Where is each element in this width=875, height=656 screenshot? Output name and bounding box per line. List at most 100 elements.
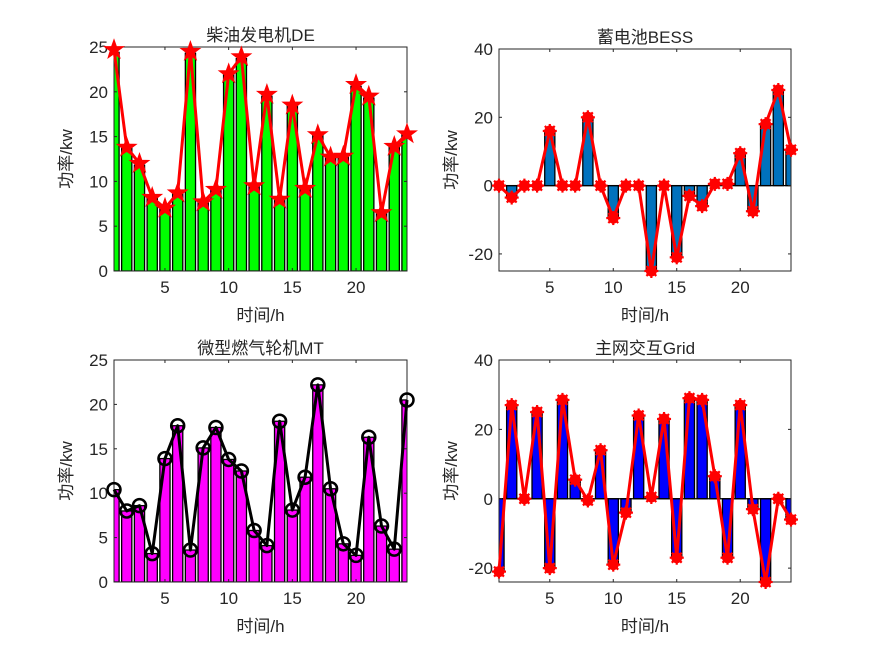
asterisk-marker: [555, 392, 570, 407]
subplot-3: 5 10 15 20 0 5 10 15 20 25 微型燃气轮机MT 时间/h 功率/kw: [57, 339, 415, 636]
asterisk-stroke: [544, 125, 556, 137]
asterisk-marker: [695, 199, 710, 214]
circle-marker: [144, 545, 160, 562]
asterisk-stroke: [493, 179, 505, 192]
asterisk-stroke: [493, 565, 505, 578]
asterisk-stroke: [709, 178, 721, 190]
asterisk-stroke: [582, 494, 594, 507]
asterisk-stroke: [505, 191, 518, 204]
star-marker: [255, 82, 278, 104]
bar: [299, 188, 311, 271]
asterisk-stroke: [556, 394, 569, 406]
asterisk-stroke: [785, 144, 797, 156]
circle-marker: [195, 440, 211, 456]
x-tick-label: 20: [347, 589, 366, 608]
asterisk-marker: [580, 493, 595, 508]
bars: [114, 51, 407, 271]
asterisk-marker: [745, 502, 760, 517]
bar: [645, 184, 658, 271]
y-axis-label: 功率/kw: [57, 441, 76, 501]
x-tick-label: 20: [731, 589, 750, 608]
asterisk-marker: [631, 178, 646, 193]
star-marker: [230, 45, 253, 67]
y-tick-label: 25: [89, 351, 108, 370]
asterisk-marker: [530, 178, 545, 193]
bars: [114, 384, 407, 582]
asterisk-marker: [492, 178, 506, 193]
asterisk-marker: [517, 178, 532, 193]
circle-marker: [361, 429, 377, 446]
asterisk-marker: [758, 575, 773, 589]
asterisk-marker: [644, 490, 659, 505]
asterisk-marker: [682, 188, 697, 203]
bar: [401, 134, 407, 271]
bar: [159, 208, 171, 271]
circle-marker: [157, 450, 173, 467]
bar: [197, 202, 209, 271]
y-tick-label: 10: [89, 484, 108, 503]
asterisk-stroke: [747, 503, 759, 515]
asterisk-marker: [568, 472, 583, 487]
asterisk-stroke: [594, 179, 607, 192]
asterisk-stroke: [683, 190, 696, 202]
x-tick-label: 5: [545, 278, 554, 297]
asterisk-stroke: [759, 576, 772, 588]
star-marker: [115, 135, 138, 157]
asterisk-stroke: [671, 251, 683, 264]
asterisk-stroke: [569, 473, 581, 486]
asterisk-stroke: [658, 179, 670, 192]
asterisk-marker: [631, 408, 646, 423]
star-marker: [103, 38, 125, 60]
asterisk-marker: [669, 550, 684, 565]
asterisk-stroke: [696, 200, 708, 212]
x-tick-label: 5: [160, 278, 169, 297]
bar: [299, 476, 311, 582]
x-tick-label: 20: [731, 278, 750, 297]
y-tick-label: 5: [99, 529, 108, 548]
x-tick-label: 5: [545, 589, 554, 608]
x-tick-label: 15: [283, 589, 302, 608]
asterisk-marker: [657, 411, 672, 426]
y-tick-label: 0: [99, 573, 108, 592]
circle-marker: [373, 518, 390, 534]
x-axis-label: 时间/h: [236, 617, 284, 636]
star-marker: [345, 73, 368, 94]
y-tick-label: 40: [474, 40, 493, 59]
bar: [632, 414, 645, 500]
asterisk-stroke: [632, 409, 645, 422]
y-tick-label: 25: [89, 38, 108, 57]
series-line: [112, 383, 409, 557]
asterisk-marker: [720, 550, 735, 565]
bar: [210, 189, 222, 271]
x-axis-label: 时间/h: [621, 306, 669, 325]
subplot-1: 5 10 15 20 0 5 10 15 20 25 柴油发电机DE 时间/h 功率/kw: [57, 26, 418, 325]
bar: [146, 197, 158, 271]
star-marker: [204, 177, 227, 199]
bar: [544, 130, 556, 187]
chart-title: 微型燃气轮机MT: [197, 339, 324, 358]
y-tick-label: 0: [99, 262, 108, 281]
asterisk-stroke: [518, 179, 531, 192]
asterisk-marker: [555, 178, 570, 193]
bar: [582, 116, 594, 187]
asterisk-stroke: [620, 179, 632, 192]
asterisk-stroke: [556, 179, 569, 192]
asterisk-stroke: [531, 179, 543, 192]
asterisk-marker: [707, 176, 722, 191]
asterisk-stroke: [696, 394, 708, 406]
asterisk-marker: [492, 564, 506, 579]
asterisk-stroke: [632, 179, 645, 192]
circle-marker: [208, 419, 224, 436]
series-line: [497, 396, 793, 584]
x-tick-label: 5: [160, 589, 169, 608]
circle-marker: [348, 547, 364, 564]
asterisk-marker: [517, 491, 532, 506]
star-marker: [268, 187, 291, 209]
circle-marker: [297, 469, 313, 485]
asterisk-marker: [720, 176, 735, 191]
asterisk-stroke: [645, 491, 658, 503]
y-tick-label: 20: [474, 108, 493, 127]
series-line: [497, 88, 793, 273]
asterisk-stroke: [785, 513, 797, 526]
